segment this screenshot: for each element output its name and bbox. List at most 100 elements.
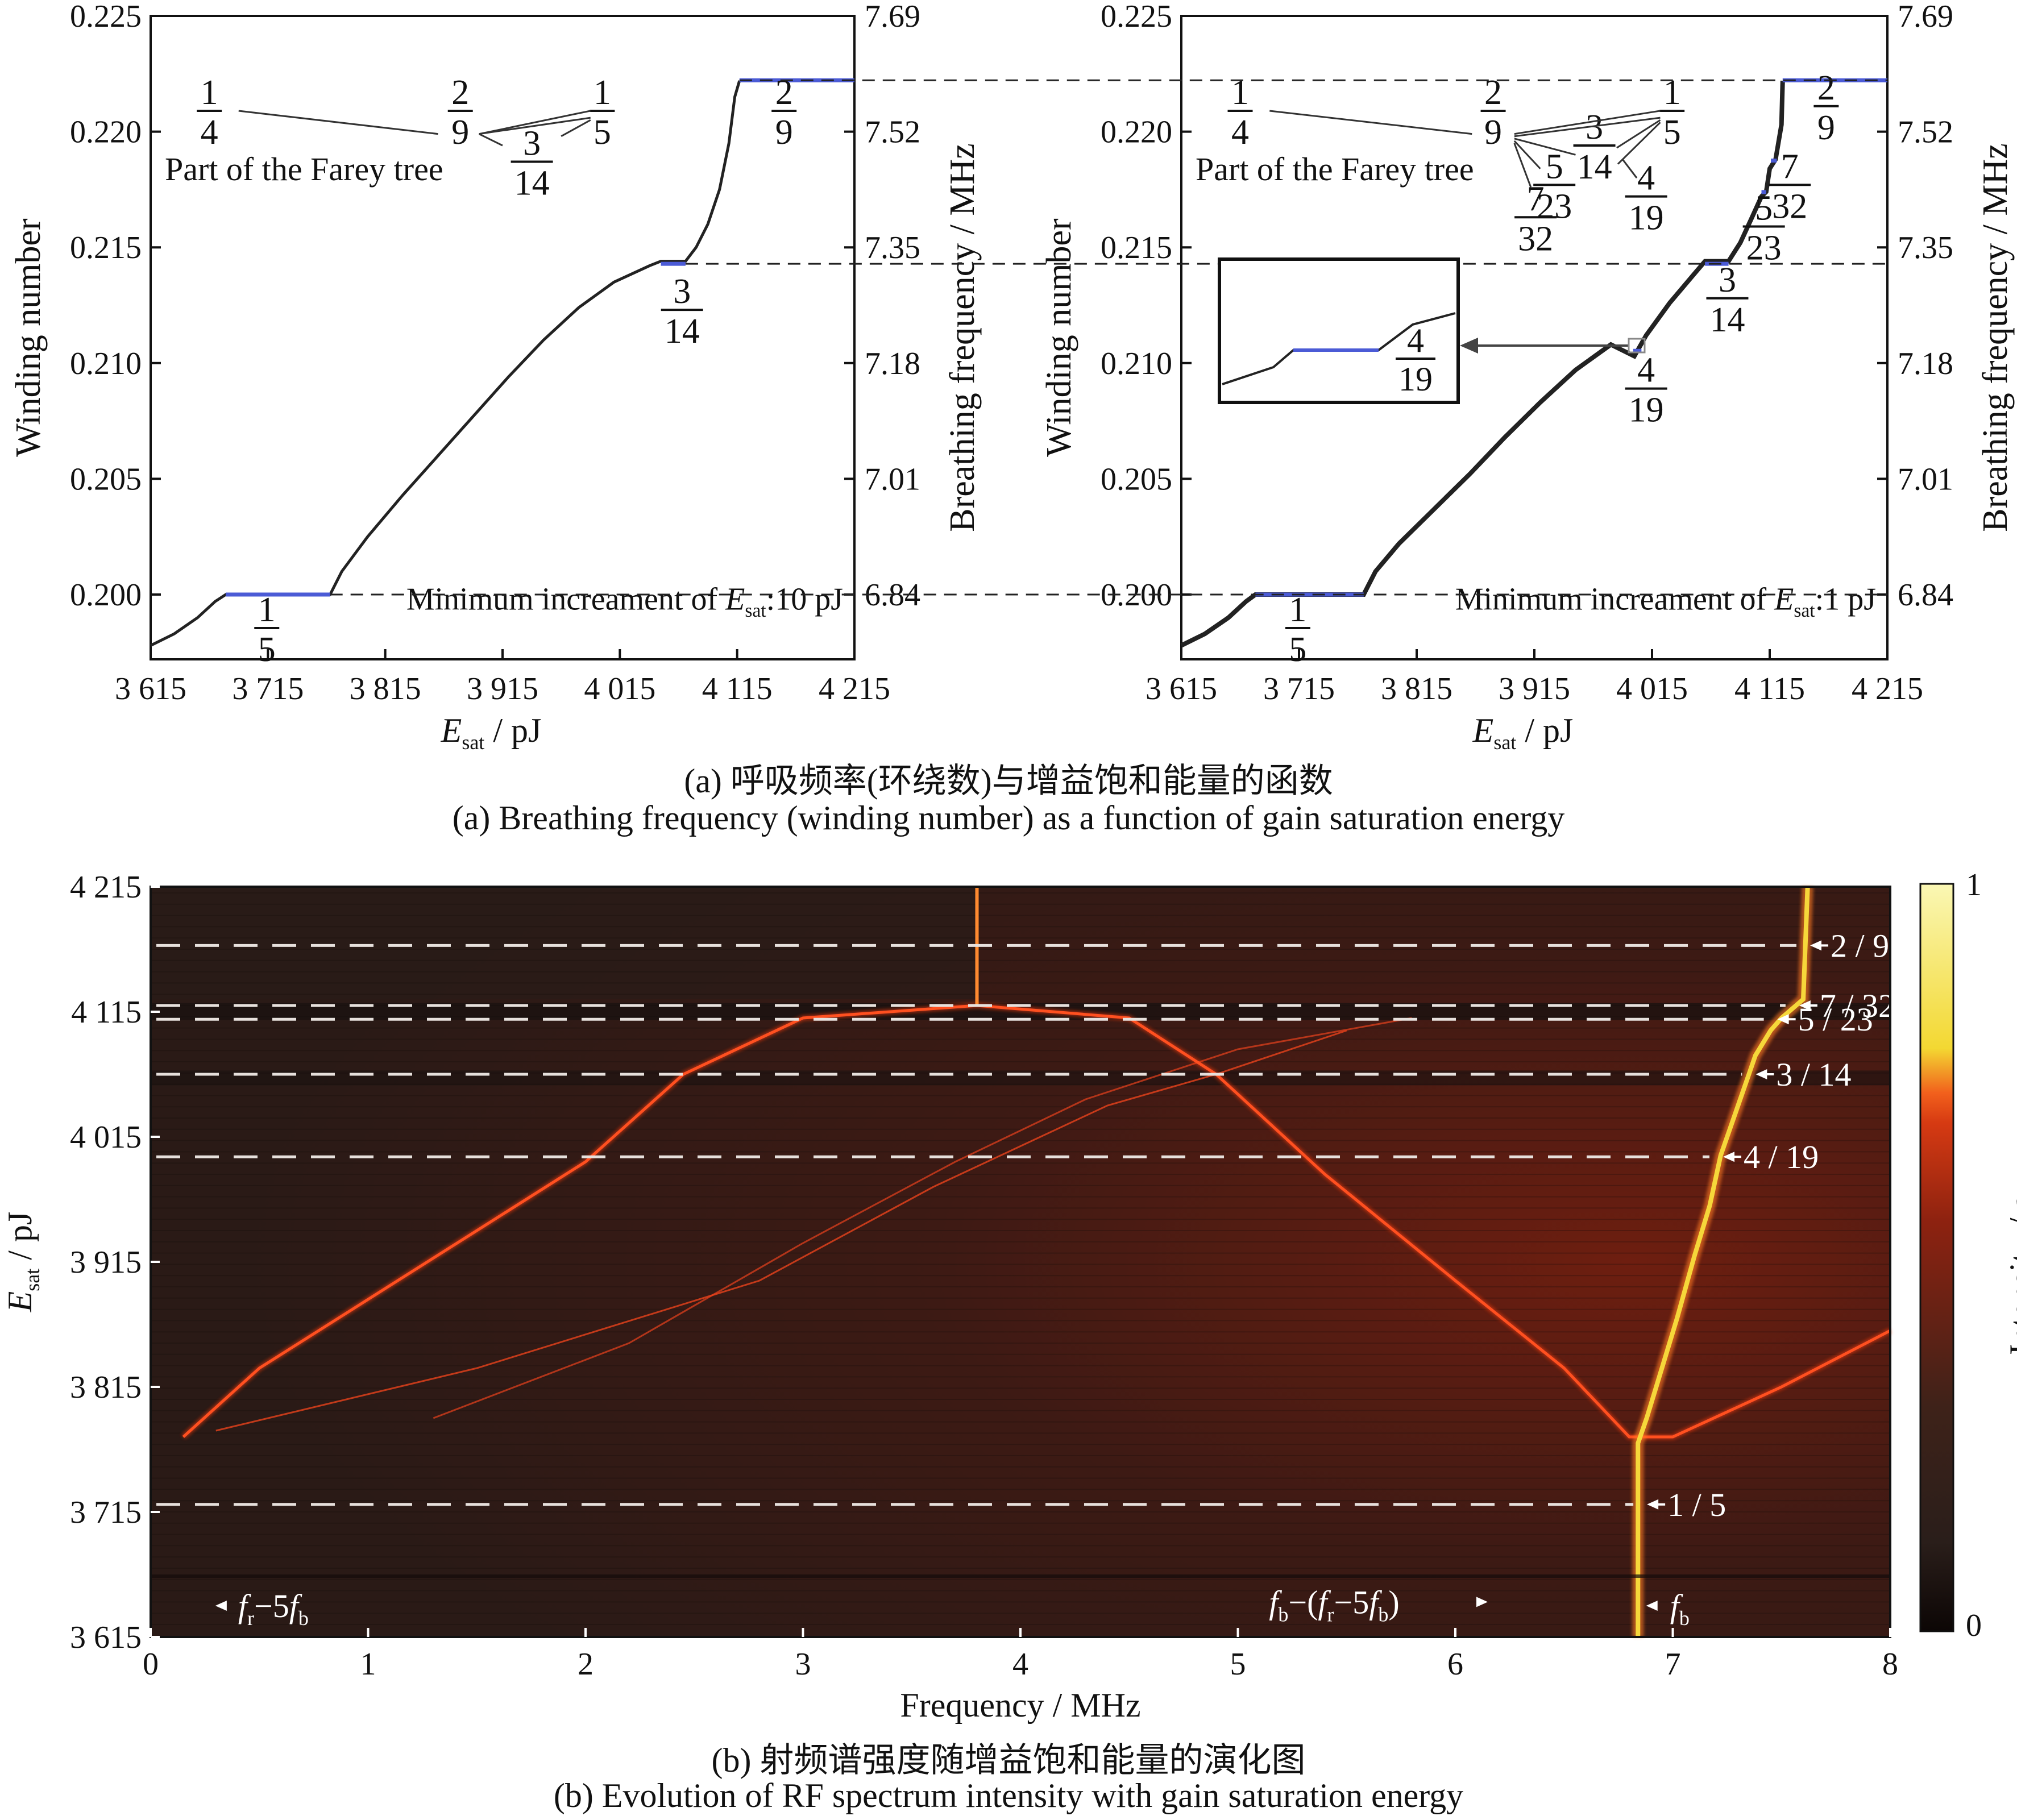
locking-arrow-head [1799, 1000, 1811, 1011]
x-tick-label: 8 [1882, 1647, 1898, 1682]
fraction-numerator: 4 [1637, 159, 1655, 198]
y-tick-label-right: 7.18 [865, 346, 920, 381]
x-tick-label: 1 [360, 1647, 376, 1682]
locking-level-label: 3 / 14 [1776, 1056, 1851, 1093]
inset-zoom: 419 [1218, 257, 1646, 404]
x-tick-label: 4 115 [702, 671, 773, 707]
y-tick-label-right: 7.01 [865, 462, 920, 497]
y-tick-label: 0.215 [1101, 230, 1172, 265]
x-tick-label: 3 715 [1263, 671, 1335, 707]
colorbar-tick-max: 1 [1966, 867, 1982, 903]
y-tick-label: 3 915 [70, 1245, 142, 1280]
x-tick-label: 4 015 [1616, 671, 1688, 707]
fraction-denominator: 4 [201, 113, 218, 152]
y-tick-label: 0.205 [1101, 462, 1172, 497]
farey-link [561, 119, 591, 138]
locking-level-label: 7 / 32 [1820, 987, 1895, 1024]
y-axis-label-right: Breathing frequency / MHz [943, 143, 982, 531]
fraction-denominator: 9 [1817, 109, 1835, 147]
locking-level-label: 2 / 9 [1831, 927, 1889, 964]
fraction-denominator: 14 [1577, 148, 1612, 186]
annotation-arrow [1646, 1601, 1658, 1611]
inset-target-box [1628, 338, 1646, 354]
inset-fraction-denominator: 19 [1398, 360, 1433, 398]
farey-link [479, 110, 591, 135]
farey-link [1622, 159, 1638, 178]
farey-link [1513, 143, 1532, 188]
farey-link [1514, 110, 1661, 135]
x-tick-label: 3 915 [1499, 671, 1570, 707]
locking-arrow-head [1723, 1152, 1734, 1162]
colorbar-tick-min: 0 [1966, 1608, 1982, 1643]
y-axis-label-left: Winding number [1040, 218, 1078, 457]
y-tick-label: 0.225 [1101, 0, 1172, 34]
x-tick-label: 0 [143, 1647, 159, 1682]
fraction-denominator: 23 [1537, 187, 1572, 226]
fraction-denominator: 9 [775, 113, 793, 152]
y-axis-label: Esat / pJ [1, 1212, 44, 1313]
y-tick-label-right: 7.69 [865, 0, 920, 34]
x-tick-label: 6 [1447, 1647, 1463, 1682]
caption-b-cn: (b) 射频谱强度随增益饱和能量的演化图 [711, 1742, 1306, 1779]
y-tick-label-right: 7.52 [865, 115, 920, 150]
x-tick-label: 3 815 [1381, 671, 1452, 707]
fraction-numerator: 2 [775, 73, 793, 112]
panel-a-right: 3 615 3 715 3 815 3 915 4 015 4 115 4 2150.200… [1040, 0, 2015, 754]
fraction-numerator: 5 [1755, 189, 1773, 228]
x-tick-label: 3 915 [467, 671, 538, 707]
locking-level-label: 1 / 5 [1667, 1486, 1726, 1523]
y-axis-label-left: Winding number [9, 218, 48, 457]
fraction-numerator: 2 [1484, 73, 1502, 112]
y-tick-label-right: 7.69 [1898, 0, 1953, 34]
locking-arrow-head [1647, 1499, 1659, 1510]
y-axis-label-right: Breathing frequency / MHz [1976, 143, 2015, 531]
fraction-numerator: 1 [594, 73, 611, 112]
fraction-denominator: 4 [1231, 113, 1249, 152]
y-tick-label: 3 615 [70, 1620, 142, 1655]
x-tick-label: 3 615 [115, 671, 186, 707]
fraction-denominator: 5 [258, 630, 276, 669]
locking-level-label: 4 / 19 [1744, 1138, 1819, 1175]
fraction-denominator: 9 [1484, 113, 1502, 152]
x-tick-label: 3 615 [1146, 671, 1217, 707]
fraction-numerator: 1 [1289, 591, 1306, 629]
fraction-denominator: 14 [665, 312, 700, 351]
colorbar-label: Intensity / a.u. [2003, 1160, 2017, 1355]
y-tick-label: 3 815 [70, 1370, 142, 1405]
y-tick-label-right: 7.35 [1898, 230, 1953, 265]
fraction-denominator: 19 [1629, 391, 1664, 430]
annotation-arrow [215, 1601, 227, 1611]
x-axis-label: Frequency / MHz [900, 1686, 1140, 1724]
fraction-numerator: 4 [1637, 351, 1655, 390]
fraction-denominator: 32 [1518, 219, 1553, 258]
farey-link [1617, 122, 1661, 165]
min-increment-note: Minimum increament of Esat:1 pJ [1455, 581, 1876, 621]
panel-a-left: 3 615 3 715 3 815 3 915 4 015 4 115 4 2150.200… [9, 0, 982, 754]
fraction-numerator: 1 [258, 591, 276, 629]
y-tick-label: 0.205 [70, 462, 142, 497]
caption-b-en: (b) Evolution of RF spectrum intensity w… [553, 1777, 1464, 1814]
farey-tree-title: Part of the Farey tree [1196, 151, 1474, 188]
x-tick-label: 4 215 [819, 671, 890, 707]
fraction-numerator: 3 [1719, 261, 1736, 300]
caption-a-en: (a) Breathing frequency (winding number)… [452, 799, 1565, 837]
heatmap-band [151, 1574, 1890, 1578]
caption-a-cn: (a) 呼吸频率(环绕数)与增益饱和能量的函数 [684, 762, 1333, 800]
fraction-numerator: 2 [451, 73, 469, 112]
y-tick-label: 0.210 [70, 346, 142, 381]
locking-arrow-head [1755, 1069, 1767, 1079]
farey-link [1269, 110, 1472, 135]
y-tick-label: 0.220 [1101, 115, 1172, 150]
x-tick-label: 4 215 [1852, 671, 1923, 707]
fraction-numerator: 3 [673, 272, 691, 311]
x-tick-label: 4 [1012, 1647, 1028, 1682]
y-tick-label-right: 7.52 [1898, 115, 1953, 150]
fraction-numerator: 1 [1231, 73, 1249, 112]
fraction-numerator: 5 [1546, 147, 1563, 186]
x-tick-label: 3 [795, 1647, 811, 1682]
fraction-numerator: 1 [201, 73, 218, 112]
y-tick-label: 0.220 [70, 115, 142, 150]
x-tick-label: 3 715 [232, 671, 304, 707]
fraction-denominator: 5 [1663, 113, 1681, 152]
